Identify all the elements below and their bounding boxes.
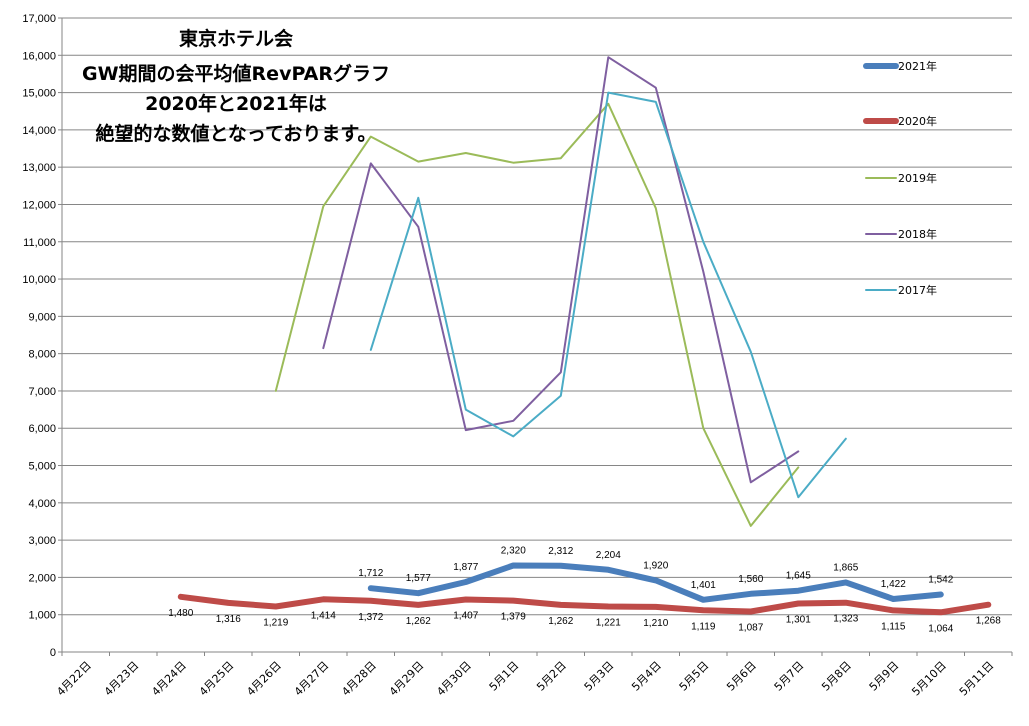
data-label: 1,210 [643, 618, 668, 629]
title-line-3: 2020年と2021年は [145, 92, 327, 115]
series-line-2021年 [367, 562, 944, 603]
data-label: 2,320 [501, 545, 526, 556]
data-label: 2,312 [548, 546, 573, 557]
legend-label: 2020年 [898, 114, 937, 128]
data-label: 1,542 [928, 574, 953, 585]
y-tick-label: 5,000 [28, 461, 56, 473]
legend-label: 2021年 [898, 59, 937, 73]
y-tick-label: 9,000 [28, 311, 56, 323]
data-label: 1,323 [833, 614, 858, 625]
data-label: 1,372 [358, 612, 383, 623]
series-line-2019年 [274, 102, 800, 527]
y-tick-label: 10,000 [22, 274, 56, 286]
legend-label: 2017年 [898, 283, 937, 297]
y-tick-label: 15,000 [22, 88, 56, 100]
data-label: 1,301 [786, 614, 811, 625]
y-tick-label: 1,000 [28, 610, 56, 622]
y-tick-label: 8,000 [28, 349, 56, 361]
y-tick-label: 0 [50, 647, 56, 659]
chart-title: 東京ホテル会 GW期間の会平均値RevPARグラフ 2020年と2021年は 絶… [82, 27, 390, 145]
data-label: 1,262 [548, 616, 573, 627]
y-tick-label: 16,000 [22, 50, 56, 62]
data-label: 1,712 [358, 568, 383, 579]
data-label: 1,407 [453, 611, 478, 622]
data-label: 1,560 [738, 574, 763, 585]
y-tick-label: 4,000 [28, 498, 56, 510]
data-label: 1,422 [881, 579, 906, 590]
data-label: 1,645 [786, 571, 811, 582]
y-tick-label: 17,000 [22, 13, 56, 25]
data-label: 1,219 [263, 618, 288, 629]
data-label: 1,221 [596, 617, 621, 628]
data-label: 1,316 [216, 614, 241, 625]
gridlines [62, 17, 1012, 616]
series-line-2020年 [177, 593, 992, 616]
data-label: 1,920 [643, 560, 668, 571]
y-tick-label: 3,000 [28, 535, 56, 547]
data-label: 1,087 [738, 622, 763, 633]
y-tick-label: 14,000 [22, 125, 56, 137]
data-label: 1,119 [691, 621, 716, 632]
data-label: 1,414 [311, 610, 336, 621]
title-line-1: 東京ホテル会 [179, 27, 293, 50]
data-label: 1,268 [976, 616, 1001, 627]
title-line-2: GW期間の会平均値RevPARグラフ [82, 62, 390, 85]
y-tick-label: 6,000 [28, 423, 56, 435]
legend: 2021年 2020年 2019年 2018年 2017年 [863, 59, 937, 297]
data-label: 1,379 [501, 612, 526, 623]
legend-label: 2019年 [898, 171, 937, 185]
data-label: 1,401 [691, 580, 716, 591]
data-label: 2,204 [596, 550, 621, 561]
data-labels: 1,712 1,577 1,877 2,320 2,312 2,204 1,920 1,401… [168, 545, 1001, 634]
series-line-2017年 [369, 91, 847, 499]
data-label: 1,480 [168, 608, 193, 619]
data-label: 1,262 [406, 616, 431, 627]
data-label: 1,865 [833, 562, 858, 573]
series-line-2018年 [322, 56, 800, 484]
y-tick-label: 2,000 [28, 572, 56, 584]
y-tick-label: 11,000 [23, 237, 56, 249]
y-tick-label: 12,000 [22, 199, 56, 211]
series-lines [177, 56, 992, 616]
data-label: 1,115 [881, 621, 906, 632]
y-tick-label: 13,000 [22, 162, 56, 174]
data-label: 1,877 [453, 562, 478, 573]
title-line-4: 絶望的な数値となっております。 [95, 122, 376, 145]
data-label: 1,577 [406, 573, 431, 584]
legend-label: 2018年 [898, 227, 937, 241]
y-tick-label: 7,000 [28, 386, 56, 398]
y-axis-ticks: 0 1,000 2,000 3,000 4,000 5,000 6,000 7,000 8,00… [22, 13, 62, 659]
data-label: 1,064 [928, 623, 953, 634]
